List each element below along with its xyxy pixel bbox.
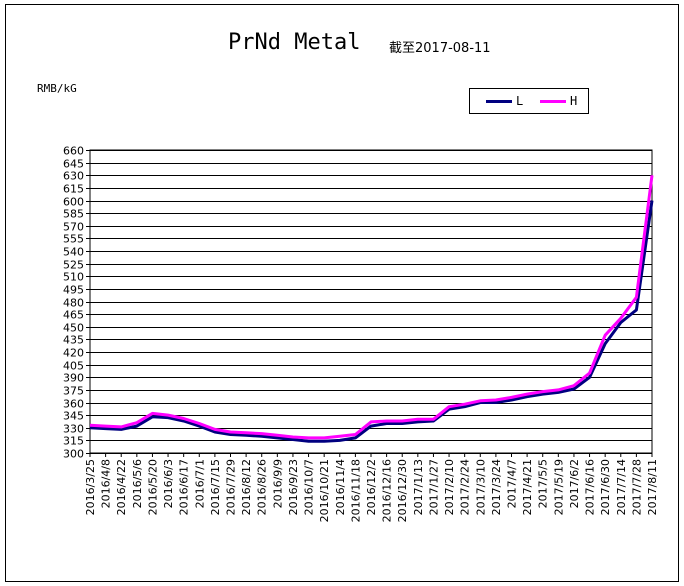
x-tick-labels: 2016/3/25 2016/4/8 2016/4/22 2016/5/6 2016/5… bbox=[84, 459, 659, 522]
x-tick-label: 2016/6/3 bbox=[162, 459, 175, 508]
x-tick-label: 2017/4/7 bbox=[506, 459, 519, 508]
x-tick-label: 2016/12/16 bbox=[381, 459, 394, 522]
y-tick-label: 630 bbox=[63, 170, 84, 183]
x-tick-label: 2016/7/1 bbox=[193, 459, 206, 508]
y-tick-label: 450 bbox=[63, 322, 84, 335]
x-tick-label: 2016/5/20 bbox=[146, 459, 159, 515]
x-tick-label: 2016/12/30 bbox=[396, 459, 409, 522]
y-tick-label: 600 bbox=[63, 196, 84, 209]
y-tick-label: 465 bbox=[63, 309, 84, 322]
x-tick-label: 2016/9/23 bbox=[287, 459, 300, 515]
x-tick-label: 2017/6/16 bbox=[584, 459, 597, 515]
legend-line-l bbox=[486, 100, 512, 103]
y-tick-label: 570 bbox=[63, 221, 84, 234]
y-tick-label: 390 bbox=[63, 372, 84, 385]
y-tick-label: 420 bbox=[63, 347, 84, 360]
x-tick-label: 2016/5/6 bbox=[131, 459, 144, 508]
x-tick-label: 2016/8/12 bbox=[240, 459, 253, 515]
series-line-l bbox=[89, 200, 654, 443]
legend-label-h: H bbox=[570, 94, 578, 108]
x-tick-label: 2016/7/29 bbox=[225, 459, 238, 515]
x-tick-label: 2016/3/25 bbox=[84, 459, 97, 515]
x-tick-label: 2016/10/21 bbox=[318, 459, 331, 522]
y-tick-labels: 3003153303453603753904054204354504654804… bbox=[63, 145, 84, 461]
x-tick-label: 2016/12/2 bbox=[365, 459, 378, 515]
y-tick-label: 360 bbox=[63, 398, 84, 411]
y-tick-label: 615 bbox=[63, 183, 84, 196]
plot-area bbox=[89, 149, 653, 454]
x-tick-label: 2017/5/5 bbox=[537, 459, 550, 508]
x-tick-label: 2017/2/24 bbox=[459, 459, 472, 515]
series-line-h bbox=[89, 175, 654, 440]
y-tick-label: 405 bbox=[63, 360, 84, 373]
y-tick-label: 480 bbox=[63, 297, 84, 310]
x-tick-label: 2016/11/4 bbox=[334, 459, 347, 515]
y-tick-label: 540 bbox=[63, 246, 84, 259]
x-tick-label: 2016/6/17 bbox=[178, 459, 191, 515]
y-tick-label: 525 bbox=[63, 259, 84, 272]
x-tick-label: 2017/6/2 bbox=[568, 459, 581, 508]
x-tick-label: 2017/2/10 bbox=[443, 459, 456, 515]
x-tick-label: 2017/4/21 bbox=[521, 459, 534, 515]
x-tick-label: 2017/6/30 bbox=[599, 459, 612, 515]
legend-label-l: L bbox=[516, 94, 524, 108]
x-tick-label: 2017/1/27 bbox=[427, 459, 440, 515]
y-tick-label: 330 bbox=[63, 423, 84, 436]
legend: L H bbox=[469, 88, 589, 114]
x-tick-label: 2017/3/10 bbox=[474, 459, 487, 515]
x-tick-label: 2016/7/15 bbox=[209, 459, 222, 515]
y-axis-unit: RMB/kG bbox=[37, 82, 77, 95]
y-tick-label: 375 bbox=[63, 385, 84, 398]
x-tick-label: 2017/8/11 bbox=[646, 459, 659, 515]
y-tick-label: 660 bbox=[63, 145, 84, 158]
x-tick-label: 2016/11/18 bbox=[349, 459, 362, 522]
y-tick-label: 645 bbox=[63, 158, 84, 171]
x-tick-label: 2016/4/22 bbox=[115, 459, 128, 515]
y-tick-label: 585 bbox=[63, 208, 84, 221]
x-tick-label: 2017/3/24 bbox=[490, 459, 503, 515]
x-tick-label: 2016/8/26 bbox=[256, 459, 269, 515]
y-tick-label: 495 bbox=[63, 284, 84, 297]
x-tick-label: 2017/7/14 bbox=[615, 459, 628, 515]
x-tick-label: 2017/5/19 bbox=[552, 459, 565, 515]
x-tick-label: 2016/4/8 bbox=[100, 459, 113, 508]
y-tick-label: 555 bbox=[63, 233, 84, 246]
legend-line-h bbox=[540, 100, 566, 103]
x-tick-label: 2017/7/28 bbox=[630, 459, 643, 515]
x-tick-label: 2016/9/9 bbox=[271, 459, 284, 508]
chart-title: PrNd Metal bbox=[228, 30, 361, 55]
x-tick-label: 2016/10/7 bbox=[303, 459, 316, 515]
x-tick-label: 2017/1/13 bbox=[412, 459, 425, 515]
y-tick-label: 300 bbox=[63, 448, 84, 461]
gridlines bbox=[86, 149, 653, 457]
y-tick-label: 315 bbox=[63, 435, 84, 448]
y-tick-label: 510 bbox=[63, 271, 84, 284]
chart-subtitle: 截至2017-08-11 bbox=[389, 41, 491, 56]
series-lines bbox=[89, 175, 654, 443]
y-tick-label: 345 bbox=[63, 410, 84, 423]
y-tick-label: 435 bbox=[63, 334, 84, 347]
